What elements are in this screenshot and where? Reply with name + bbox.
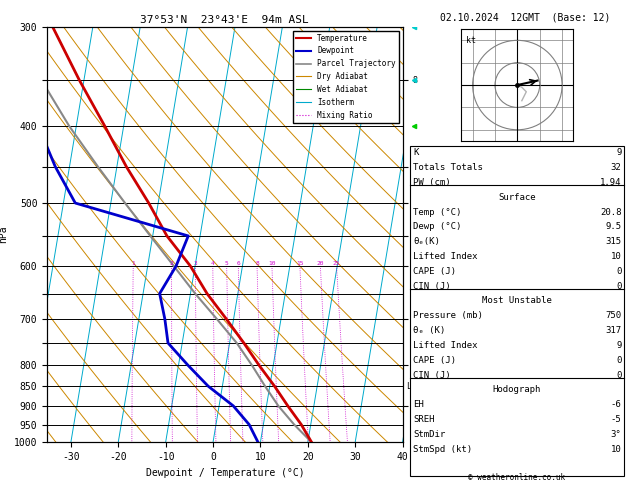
- Text: EH: EH: [413, 400, 424, 409]
- Text: Most Unstable: Most Unstable: [482, 296, 552, 306]
- Text: 9.5: 9.5: [605, 222, 621, 231]
- Text: © weatheronline.co.uk: © weatheronline.co.uk: [469, 473, 565, 482]
- Text: StmSpd (kt): StmSpd (kt): [413, 445, 472, 454]
- Text: 10: 10: [611, 252, 621, 261]
- Text: Temp (°C): Temp (°C): [413, 208, 462, 217]
- Text: 9: 9: [616, 148, 621, 157]
- Text: 0: 0: [616, 370, 621, 380]
- Text: 20.8: 20.8: [600, 208, 621, 217]
- Text: LCL: LCL: [406, 382, 421, 391]
- X-axis label: Dewpoint / Temperature (°C): Dewpoint / Temperature (°C): [145, 468, 304, 478]
- Y-axis label: km
ASL: km ASL: [426, 235, 442, 254]
- Text: K: K: [413, 148, 419, 157]
- Text: -6: -6: [611, 400, 621, 409]
- Text: Pressure (mb): Pressure (mb): [413, 311, 483, 320]
- Text: 10: 10: [268, 261, 276, 266]
- Text: 0: 0: [616, 356, 621, 365]
- Text: Hodograph: Hodograph: [493, 385, 541, 395]
- Text: CAPE (J): CAPE (J): [413, 267, 456, 276]
- Legend: Temperature, Dewpoint, Parcel Trajectory, Dry Adiabat, Wet Adiabat, Isotherm, Mi: Temperature, Dewpoint, Parcel Trajectory…: [292, 31, 399, 122]
- Text: SREH: SREH: [413, 415, 435, 424]
- Text: 3°: 3°: [611, 430, 621, 439]
- Text: Lifted Index: Lifted Index: [413, 252, 478, 261]
- Text: 1: 1: [131, 261, 135, 266]
- Text: 20: 20: [316, 261, 324, 266]
- Text: -5: -5: [611, 415, 621, 424]
- Text: StmDir: StmDir: [413, 430, 445, 439]
- Text: 02.10.2024  12GMT  (Base: 12): 02.10.2024 12GMT (Base: 12): [440, 12, 610, 22]
- Text: 317: 317: [605, 326, 621, 335]
- Text: kt: kt: [466, 36, 476, 45]
- Text: Surface: Surface: [498, 192, 536, 202]
- Text: 4: 4: [211, 261, 214, 266]
- Text: θₑ (K): θₑ (K): [413, 326, 445, 335]
- Text: 0: 0: [616, 267, 621, 276]
- Text: CIN (J): CIN (J): [413, 370, 451, 380]
- Text: 315: 315: [605, 237, 621, 246]
- Y-axis label: hPa: hPa: [0, 226, 8, 243]
- Text: PW (cm): PW (cm): [413, 178, 451, 187]
- Text: 1.94: 1.94: [600, 178, 621, 187]
- Text: CAPE (J): CAPE (J): [413, 356, 456, 365]
- Text: 6: 6: [237, 261, 240, 266]
- Text: 15: 15: [296, 261, 304, 266]
- Text: Dewp (°C): Dewp (°C): [413, 222, 462, 231]
- Text: Totals Totals: Totals Totals: [413, 163, 483, 172]
- Text: Lifted Index: Lifted Index: [413, 341, 478, 350]
- Text: 25: 25: [333, 261, 340, 266]
- Text: 10: 10: [611, 445, 621, 454]
- Text: CIN (J): CIN (J): [413, 281, 451, 291]
- Text: 9: 9: [616, 341, 621, 350]
- Text: 32: 32: [611, 163, 621, 172]
- Text: 5: 5: [225, 261, 228, 266]
- Text: 3: 3: [194, 261, 198, 266]
- Text: θₑ(K): θₑ(K): [413, 237, 440, 246]
- Text: 0: 0: [616, 281, 621, 291]
- Text: 750: 750: [605, 311, 621, 320]
- Text: 2: 2: [170, 261, 174, 266]
- Text: 8: 8: [255, 261, 259, 266]
- Title: 37°53'N  23°43'E  94m ASL: 37°53'N 23°43'E 94m ASL: [140, 15, 309, 25]
